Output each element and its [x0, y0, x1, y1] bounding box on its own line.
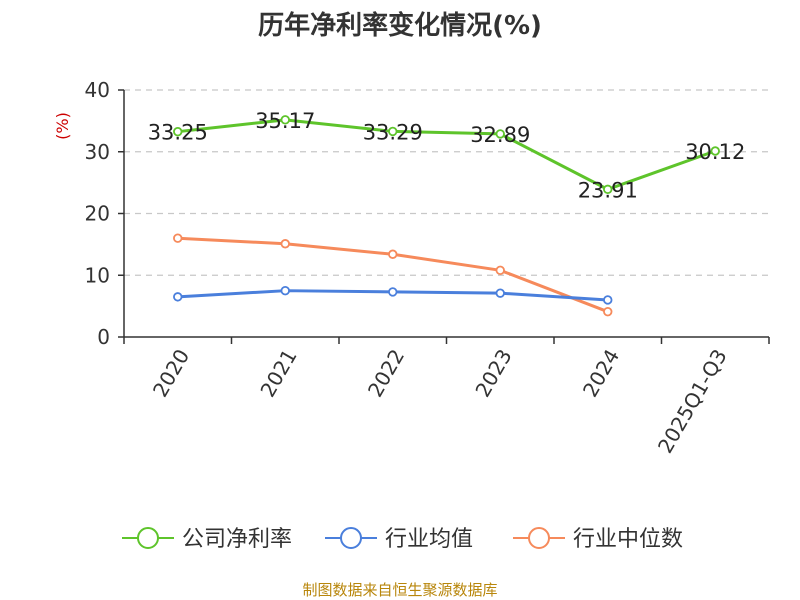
data-point — [495, 288, 505, 298]
data-point — [603, 295, 613, 305]
source-note: 制图数据来自恒生聚源数据库 — [302, 581, 497, 599]
legend: 公司净利率 行业均值 行业中位数 — [122, 527, 683, 552]
legend-label: 行业均值 — [385, 527, 473, 552]
chart-title: 历年净利率变化情况(%) — [258, 10, 542, 41]
x-tick-label: 2024 — [578, 345, 624, 401]
x-tick-label: 2023 — [470, 345, 516, 401]
legend-marker — [528, 527, 550, 549]
data-point — [173, 233, 183, 243]
data-point — [173, 126, 183, 137]
data-point — [710, 146, 720, 156]
y-tick-label: 0 — [97, 325, 110, 349]
data-point — [280, 239, 290, 249]
x-tick-label: 2025Q1-Q3 — [653, 345, 732, 457]
data-point — [603, 306, 613, 317]
data-point — [280, 285, 290, 296]
data-point — [280, 115, 290, 125]
data-label: 32.89 — [470, 123, 530, 147]
data-point — [388, 249, 398, 259]
data-label: 35.17 — [255, 109, 315, 133]
series-line — [177, 118, 716, 191]
legend-marker — [137, 527, 159, 549]
data-point — [495, 129, 505, 139]
y-axis-unit: (%) — [53, 112, 72, 140]
data-point — [603, 184, 613, 195]
legend-label: 公司净利率 — [182, 527, 292, 552]
series-group — [173, 115, 720, 317]
data-point — [388, 287, 398, 297]
data-point — [388, 126, 398, 137]
data-label: 33.29 — [363, 120, 423, 144]
x-tick-label: 2021 — [255, 345, 301, 401]
data-labels: 33.25 35.17 33.29 32.89 23.91 30.12 — [148, 109, 746, 203]
legend-label: 行业中位数 — [573, 527, 683, 552]
data-point — [495, 265, 505, 276]
legend-marker — [340, 527, 362, 549]
data-point — [173, 292, 183, 302]
y-tick-label: 20 — [85, 202, 110, 226]
data-label: 23.91 — [578, 178, 638, 202]
y-tick-label: 10 — [85, 263, 110, 287]
y-tick-label: 40 — [85, 78, 110, 102]
x-tick-label: 2020 — [148, 345, 194, 401]
y-tick-label: 30 — [85, 140, 110, 164]
x-tick-label: 2022 — [363, 345, 409, 401]
data-label: 30.12 — [685, 140, 745, 164]
grid-lines — [124, 89, 769, 276]
data-label: 33.25 — [148, 121, 208, 145]
